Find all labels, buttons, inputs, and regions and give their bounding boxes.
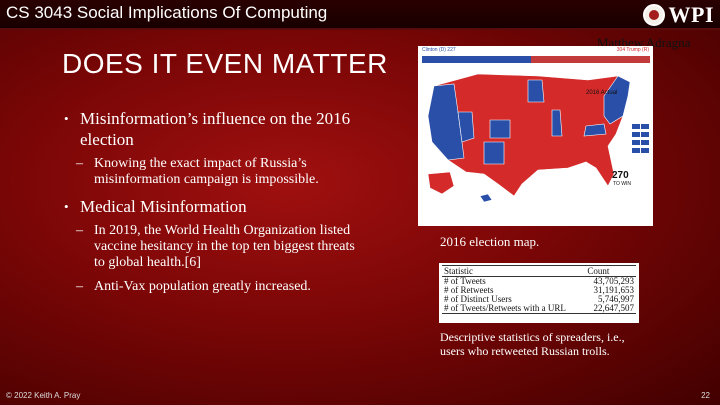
stats-header-statistic: Statistic [442, 265, 586, 277]
colorado [489, 119, 511, 139]
election-map-image: Clinton (D) 227 304 Trump (R) 2016 Actua… [418, 46, 653, 226]
stat-label: # of Tweets/Retweets with a URL [442, 304, 586, 314]
table-row: # of Distinct Users 5,746,997 [442, 295, 636, 304]
map-badge: 2016 Actual [586, 90, 617, 96]
bullet-medical: Medical Misinformation [62, 196, 362, 217]
stat-label: # of Distinct Users [444, 294, 512, 304]
bullet-election: Misinformation’s influence on the 2016 e… [62, 108, 362, 150]
table-row: # of Retweets 31,191,653 [442, 286, 636, 295]
stat-value: 43,705,293 [593, 276, 635, 286]
hawaii [479, 193, 493, 203]
stat-value: 31,191,653 [593, 285, 635, 295]
alaska [427, 171, 455, 195]
sub-bullet-who: In 2019, the World Health Organization l… [62, 223, 362, 271]
minnesota [527, 79, 545, 103]
stats-table: Statistic Count # of Tweets 43,705,293 #… [442, 265, 636, 314]
footer-copyright: © 2022 Keith A. Pray [6, 391, 81, 400]
electoral-bar [422, 56, 650, 63]
stat-label: # of Tweets [444, 276, 486, 286]
northeast-states [603, 75, 631, 125]
page-number: 22 [701, 391, 710, 400]
slide-title: DOES IT EVEN MATTER [62, 48, 388, 79]
stats-header-count: Count [585, 265, 636, 277]
wpi-logo: WPI [642, 2, 715, 28]
table-row: # of Tweets 43,705,293 [442, 277, 636, 287]
us-map-graphic: 2016 Actual 270 TO WIN [427, 73, 649, 203]
trump-label: 304 Trump (R) [616, 47, 649, 53]
new-mexico [483, 141, 505, 165]
stat-label: # of Retweets [444, 285, 494, 295]
sub-bullet-impact: Knowing the exact impact of Russia’s mis… [62, 156, 362, 188]
table-row: # of Tweets/Retweets with a URL 22,647,5… [442, 304, 636, 314]
stats-caption: Descriptive statistics of spreaders, i.e… [440, 330, 625, 358]
small-state-boxes [632, 124, 649, 153]
sub-bullet-antivax: Anti-Vax population greatly increased. [62, 279, 362, 295]
clinton-bar-fill [422, 56, 532, 63]
stat-value: 22,647,507 [585, 304, 636, 314]
course-title: CS 3043 Social Implications Of Computing [6, 3, 328, 22]
stat-value: 5,746,997 [598, 294, 634, 304]
illinois [551, 109, 563, 137]
nevada [457, 111, 475, 143]
header-bar: CS 3043 Social Implications Of Computing… [0, 0, 720, 30]
win-label: TO WIN [613, 181, 631, 187]
west-coast-states [427, 83, 465, 161]
win-number: 270 [612, 170, 629, 181]
bullet-list: Misinformation’s influence on the 2016 e… [62, 108, 362, 303]
virginia [583, 123, 607, 137]
seal-icon [642, 4, 665, 26]
logo-text: WPI [668, 2, 714, 27]
map-caption: 2016 election map. [440, 234, 540, 249]
stats-table-image: Statistic Count # of Tweets 43,705,293 #… [439, 263, 639, 323]
clinton-label: Clinton (D) 227 [422, 47, 456, 53]
